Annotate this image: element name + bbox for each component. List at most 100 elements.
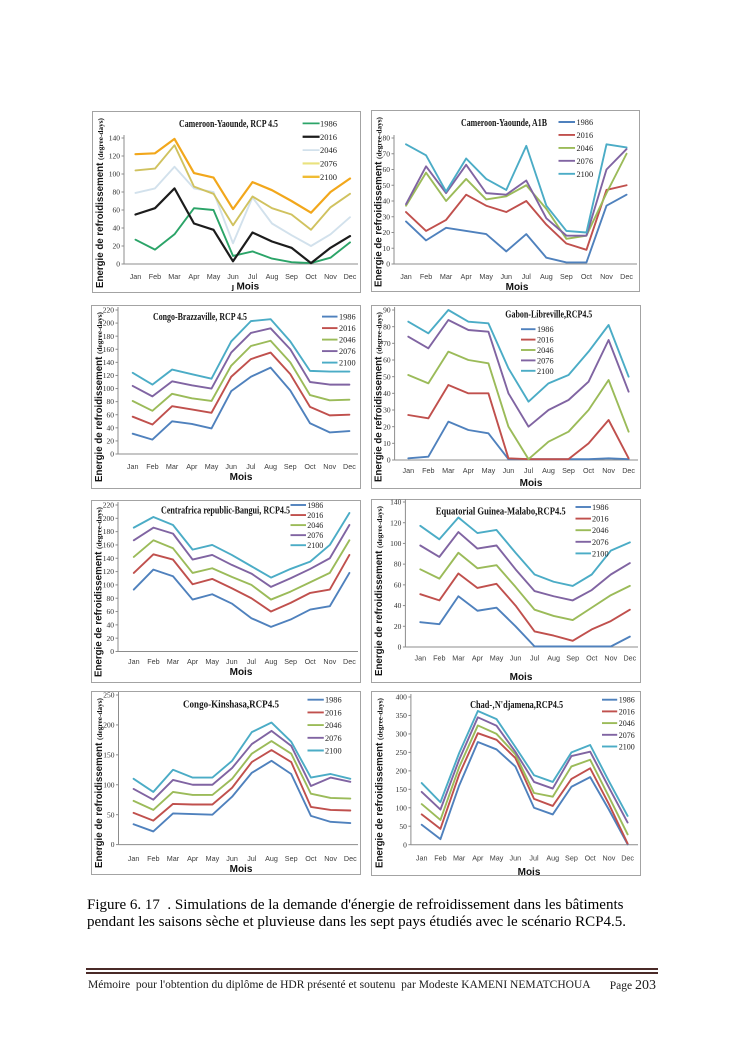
svg-text:Energie de refroidissement (de: Energie de refroidissement (degree-days) [374,117,385,287]
svg-text:200: 200 [396,766,408,775]
svg-text:70: 70 [383,149,391,158]
svg-text:Aug: Aug [266,272,279,281]
svg-text:400: 400 [396,693,408,702]
svg-text:Mois: Mois [518,867,541,876]
svg-text:2076: 2076 [307,531,323,540]
svg-text:160: 160 [103,541,115,550]
svg-text:0: 0 [116,260,120,269]
svg-text:Feb: Feb [422,466,434,475]
svg-text:120: 120 [103,371,115,380]
svg-text:2100: 2100 [619,743,635,752]
svg-text:50: 50 [383,181,391,190]
svg-text:1986: 1986 [577,118,594,127]
svg-text:Mar: Mar [167,657,180,666]
svg-text:60: 60 [113,206,121,215]
svg-text:2016: 2016 [537,336,554,345]
svg-text:Oct: Oct [305,272,316,281]
svg-text:220: 220 [103,306,115,315]
svg-text:200: 200 [103,514,115,523]
svg-text:2100: 2100 [325,747,342,756]
svg-text:140: 140 [390,499,402,507]
svg-text:120: 120 [103,567,115,576]
svg-text:Apr: Apr [188,272,200,281]
svg-text:100: 100 [103,581,115,590]
svg-text:20: 20 [383,228,391,237]
svg-text:2100: 2100 [307,541,323,550]
svg-text:Energie de refroidissement (de: Energie de refroidissement (degree-days) [374,312,385,482]
svg-text:180: 180 [103,527,115,536]
svg-text:2076: 2076 [537,356,554,365]
svg-text:90: 90 [383,306,391,315]
svg-text:80: 80 [113,188,121,197]
svg-text:Aug: Aug [265,657,278,666]
svg-text:Jun: Jun [503,466,515,475]
svg-text:80: 80 [107,594,115,603]
svg-text:150: 150 [103,750,115,759]
svg-text:350: 350 [396,711,408,720]
svg-text:Energie de refroidissement (de: Energie de refroidissement (degree-days) [374,506,385,676]
svg-text:2046: 2046 [320,145,337,155]
svg-text:Apr: Apr [472,654,484,663]
svg-text:Jan: Jan [416,854,428,863]
svg-text:Feb: Feb [149,272,161,281]
svg-text:80: 80 [383,134,391,143]
svg-text:80: 80 [383,322,391,331]
svg-text:Mois: Mois [230,864,253,875]
svg-text:40: 40 [383,389,391,398]
svg-text:Dec: Dec [343,657,356,666]
svg-text:Aug: Aug [264,462,277,471]
svg-text:Mar: Mar [166,462,179,471]
svg-text:2016: 2016 [619,707,635,716]
svg-text:Dec: Dec [621,854,634,863]
svg-text:Jul: Jul [248,272,258,281]
svg-text:0: 0 [387,456,391,465]
svg-text:2100: 2100 [592,549,609,558]
svg-text:May: May [490,854,504,863]
svg-text:Nov: Nov [604,654,617,663]
svg-text:Centrafrica republic-Bangui, R: Centrafrica republic-Bangui, RCP4.5 [161,505,290,516]
svg-text:60: 60 [383,165,391,174]
svg-text:2016: 2016 [577,131,594,140]
svg-text:Mar: Mar [168,272,181,281]
svg-text:10: 10 [383,244,391,253]
svg-text:Jan: Jan [127,462,139,471]
svg-text:100: 100 [396,803,408,812]
svg-text:Dec: Dec [620,272,633,281]
svg-text:20: 20 [113,242,121,251]
svg-text:1986: 1986 [307,501,323,510]
svg-text:May: May [482,466,496,475]
svg-text:100: 100 [103,384,115,393]
svg-text:120: 120 [390,518,402,527]
svg-text:40: 40 [107,620,115,629]
svg-text:Jul: Jul [247,657,257,666]
svg-text:Feb: Feb [434,854,446,863]
svg-text:Dec: Dec [344,854,357,863]
svg-text:2076: 2076 [320,158,337,168]
svg-text:Jan: Jan [128,657,140,666]
svg-text:Jun: Jun [510,654,522,663]
svg-text:May: May [206,854,220,863]
svg-text:2076: 2076 [592,538,609,547]
svg-text:Jul: Jul [247,854,257,863]
svg-text:2100: 2100 [577,170,594,179]
svg-text:Nov: Nov [603,854,616,863]
svg-text:Cameroon-Yaounde, A1B: Cameroon-Yaounde, A1B [461,118,547,129]
svg-text:Congo-Brazzaville, RCP 4.5: Congo-Brazzaville, RCP 4.5 [153,312,247,323]
svg-text:70: 70 [383,339,391,348]
svg-text:Oct: Oct [305,854,316,863]
svg-text:0: 0 [110,647,114,656]
svg-text:300: 300 [396,730,408,739]
svg-text:Sep: Sep [284,657,297,666]
svg-text:Jan: Jan [130,272,142,281]
svg-text:Jul: Jul [522,272,532,281]
svg-text:2076: 2076 [325,734,342,743]
svg-text:Nov: Nov [324,854,337,863]
svg-text:Jun: Jun [226,657,238,666]
svg-text:1986: 1986 [592,503,609,512]
svg-text:May: May [205,657,219,666]
svg-text:220: 220 [103,501,115,510]
svg-text:30: 30 [383,406,391,415]
svg-text:160: 160 [103,345,115,354]
svg-text:200: 200 [103,721,115,730]
svg-text:2076: 2076 [339,347,356,356]
